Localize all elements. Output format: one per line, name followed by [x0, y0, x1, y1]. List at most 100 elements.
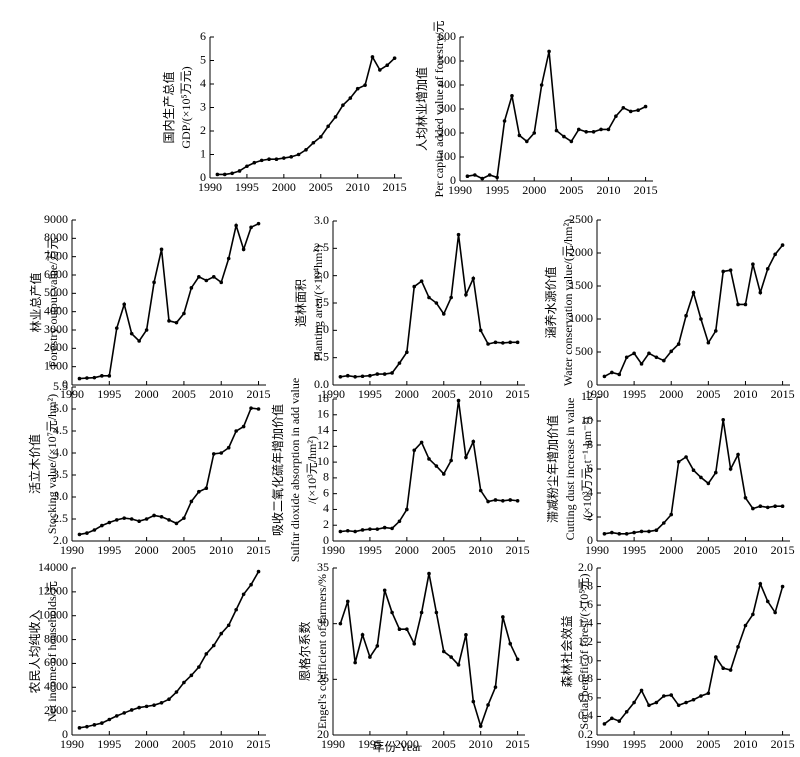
- y-tick-label: 300: [438, 101, 456, 115]
- data-point: [152, 513, 156, 518]
- data-point: [486, 342, 490, 346]
- x-tick-label: 2000: [135, 737, 159, 751]
- data-point: [473, 173, 477, 177]
- y-tick-label: 8000: [44, 230, 68, 244]
- data-point: [691, 468, 696, 473]
- y-axis-label: 涵养水源价值: [543, 266, 558, 338]
- data-point: [390, 526, 394, 531]
- data-point: [480, 176, 485, 181]
- data-point: [226, 445, 231, 450]
- y-axis-label: Per capita added value of forestry/元: [432, 21, 446, 198]
- data-point: [249, 406, 253, 410]
- x-tick-label: 2015: [247, 387, 271, 401]
- data-point: [591, 130, 596, 134]
- data-point: [390, 610, 394, 615]
- data-point: [419, 440, 424, 445]
- y-tick-label: 100: [438, 149, 456, 163]
- y-axis-label: 森林社会效益: [559, 615, 574, 687]
- y-tick-label: 18: [317, 391, 329, 405]
- panel: 0 1000 2000 3000 4000 5000 6000 7000 8000 9000 199…: [28, 212, 271, 401]
- data-point: [215, 172, 220, 177]
- y-tick-label: 1: [200, 146, 206, 160]
- data-point: [360, 528, 365, 532]
- data-point: [363, 83, 367, 87]
- data-point: [204, 278, 209, 283]
- x-tick-label: 1990: [198, 180, 222, 194]
- y-tick-label: 2000: [44, 340, 68, 354]
- data-point: [493, 498, 498, 502]
- data-point: [77, 726, 82, 730]
- y-tick-label: 200: [438, 125, 456, 139]
- data-point: [137, 339, 141, 343]
- data-point: [515, 657, 520, 662]
- data-point: [713, 329, 718, 333]
- x-tick-label: 2000: [135, 387, 159, 401]
- data-point: [304, 148, 308, 152]
- y-tick-label: 4: [200, 76, 206, 90]
- data-point: [532, 131, 537, 135]
- x-tick-label: 2010: [469, 387, 493, 401]
- data-point: [624, 355, 629, 360]
- y-tick-label: 0.4: [578, 708, 593, 722]
- data-point: [508, 641, 513, 646]
- data-point: [360, 374, 365, 379]
- y-axis-label: GDP/(×10⁵万元): [179, 66, 193, 148]
- data-point: [182, 311, 186, 316]
- data-point: [189, 286, 194, 290]
- y-tick-label: 3.0: [53, 489, 68, 503]
- data-point: [174, 320, 179, 325]
- data-point: [510, 94, 514, 98]
- data-point: [259, 158, 264, 163]
- data-point: [355, 86, 360, 91]
- data-point: [174, 521, 179, 526]
- data-point: [736, 302, 740, 307]
- x-tick-label: 2015: [247, 737, 271, 751]
- x-tick-label: 2015: [771, 543, 795, 557]
- data-point: [375, 372, 380, 376]
- data-point: [167, 518, 171, 522]
- x-tick-label: 1995: [622, 737, 646, 751]
- data-point: [684, 313, 688, 318]
- data-point: [456, 663, 461, 667]
- data-point: [397, 627, 402, 632]
- series-line: [604, 244, 784, 378]
- data-point: [345, 528, 350, 533]
- data-point: [654, 355, 659, 360]
- y-axis-label: Sulfur dioxide absorption in add value: [288, 378, 302, 562]
- x-tick-label: 2000: [659, 737, 683, 751]
- x-tick-label: 2005: [432, 737, 456, 751]
- data-point: [662, 358, 666, 363]
- x-tick-label: 2005: [432, 543, 456, 557]
- data-point: [728, 668, 733, 672]
- data-point: [478, 328, 483, 333]
- x-tick-label: 2010: [596, 183, 620, 197]
- data-point: [465, 174, 470, 178]
- data-point: [471, 699, 476, 704]
- data-point: [617, 372, 622, 377]
- y-tick-label: 0.0: [314, 377, 329, 391]
- x-tick-label: 2015: [383, 180, 407, 194]
- data-point: [282, 156, 286, 160]
- data-point: [765, 599, 770, 604]
- data-point: [434, 301, 439, 305]
- y-tick-label: 2000: [569, 245, 593, 259]
- y-tick-label: 1.5: [314, 295, 329, 309]
- data-point: [412, 448, 417, 453]
- data-point: [647, 703, 651, 708]
- data-point: [197, 489, 201, 494]
- y-axis-label: 农民人均纯收入: [28, 609, 42, 693]
- y-tick-label: 5.5: [53, 379, 68, 393]
- data-point: [353, 529, 357, 534]
- data-point: [427, 457, 431, 461]
- y-tick-label: 3.0: [314, 213, 329, 227]
- data-point: [427, 571, 431, 576]
- y-tick-label: 7000: [44, 248, 68, 262]
- data-point: [602, 374, 607, 379]
- data-point: [471, 276, 476, 281]
- y-tick-label: 35: [317, 560, 329, 574]
- y-axis-label: 林业总产值: [28, 272, 43, 332]
- x-tick-label: 2005: [172, 737, 196, 751]
- y-tick-label: 14: [317, 422, 329, 436]
- y-tick-label: 6: [587, 461, 593, 475]
- panel: 0 500 1000 1500 2000 2500 1990 1995 2000 2005 2010…: [543, 212, 795, 401]
